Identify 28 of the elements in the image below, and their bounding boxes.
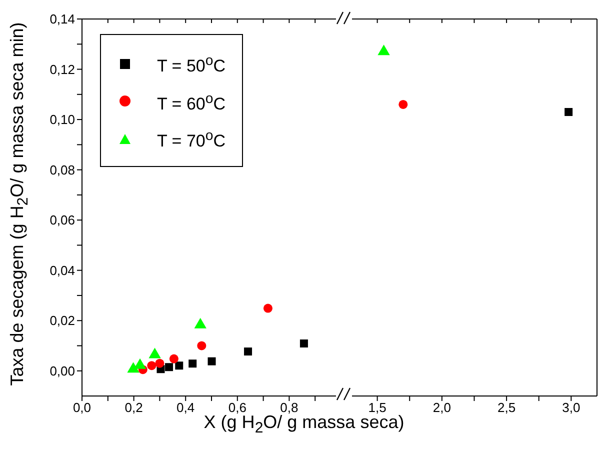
y-tick-label: 0,06 [50, 212, 75, 228]
y-tick-label: 0,10 [50, 112, 75, 128]
x-tick-label: 0,2 [124, 400, 143, 416]
point [197, 341, 206, 350]
x-tick-label: 2,5 [498, 400, 516, 416]
point [244, 348, 252, 356]
x-tick-label: 0,0 [72, 400, 92, 416]
x-tick-label: 0,4 [176, 400, 195, 416]
x-tick-label: 3,0 [562, 400, 580, 416]
point [175, 362, 184, 370]
y-tick-label: 0,02 [50, 313, 75, 328]
y-tick-label: 0,04 [50, 262, 75, 278]
y-tick-label: 0,12 [50, 62, 75, 77]
legend-label: T = 60$^{o}$C [157, 90, 226, 116]
legend-label: T = 70$^{o}$C [157, 127, 226, 153]
y-tick-label: 0,08 [50, 162, 75, 178]
point [147, 361, 156, 370]
point [263, 304, 272, 313]
x-tick-label: 2,0 [432, 400, 451, 416]
point [208, 357, 216, 366]
point [155, 358, 164, 368]
point [300, 339, 308, 348]
y-tick-label: 0,00 [50, 363, 75, 378]
point [188, 360, 197, 368]
legend-label: T = 50$^{o}$C [157, 52, 226, 78]
point [165, 363, 174, 372]
point [169, 354, 178, 364]
y-tick-label: 0,14 [50, 12, 75, 27]
